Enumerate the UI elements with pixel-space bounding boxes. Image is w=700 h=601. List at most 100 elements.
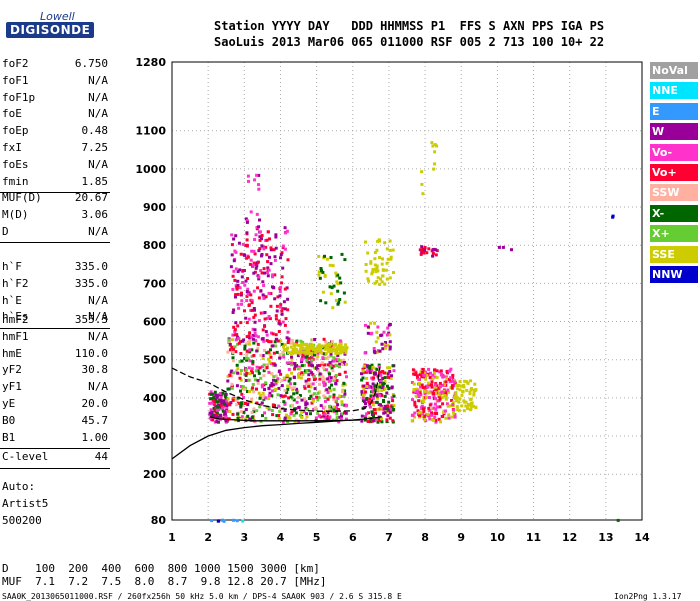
- echo-point: [469, 388, 473, 392]
- echo-point: [246, 293, 250, 296]
- echo-point: [383, 407, 387, 411]
- echo-point: [309, 361, 313, 365]
- echo-point: [276, 295, 280, 299]
- echo-point: [265, 339, 269, 342]
- echo-point: [297, 396, 301, 399]
- echo-point: [300, 410, 304, 414]
- echo-point: [224, 419, 228, 423]
- echo-point: [255, 173, 259, 177]
- echo-point: [501, 245, 505, 249]
- y-tick-label: 1100: [135, 125, 166, 138]
- echo-point: [265, 238, 269, 242]
- echo-point: [214, 404, 218, 408]
- echo-point: [241, 281, 245, 284]
- echo-point: [226, 387, 230, 391]
- echo-point: [390, 396, 394, 400]
- echo-point: [338, 362, 342, 366]
- echo-point: [338, 276, 342, 280]
- echo-point: [375, 280, 379, 283]
- echo-point: [430, 383, 434, 387]
- echo-point: [431, 377, 435, 381]
- echo-point: [384, 268, 388, 272]
- echo-point: [301, 346, 305, 350]
- echo-point: [250, 411, 254, 415]
- echo-point: [371, 386, 375, 390]
- echo-point: [266, 271, 269, 275]
- echo-point: [388, 347, 392, 351]
- echo-point: [410, 381, 414, 384]
- echo-point: [269, 246, 273, 250]
- echo-point: [388, 345, 392, 349]
- echo-point: [418, 248, 422, 252]
- echo-point: [336, 282, 340, 286]
- echo-point: [279, 339, 283, 343]
- echo-point: [293, 367, 296, 371]
- echo-point: [461, 384, 465, 388]
- echo-point: [248, 348, 252, 352]
- echo-point: [245, 231, 249, 235]
- echo-point: [258, 235, 262, 239]
- echo-point: [231, 351, 235, 355]
- echo-point: [289, 395, 293, 399]
- echo-point: [231, 398, 235, 402]
- y-tick-label: 900: [143, 201, 166, 214]
- echo-point: [310, 401, 314, 405]
- echo-point: [307, 356, 311, 360]
- echo-point: [252, 271, 256, 275]
- echo-point: [336, 302, 340, 306]
- echo-point: [236, 371, 240, 375]
- echo-point: [307, 363, 311, 367]
- echo-point: [236, 302, 240, 306]
- echo-point: [241, 242, 245, 246]
- echo-point: [264, 396, 268, 400]
- echo-point: [267, 370, 271, 374]
- echo-point: [449, 367, 453, 371]
- echo-point: [380, 420, 384, 424]
- echo-point: [425, 251, 429, 255]
- echo-point: [434, 388, 438, 392]
- echo-point: [244, 408, 248, 411]
- version-label: Ion2Png 1.3.17: [614, 592, 682, 601]
- echo-point: [256, 260, 260, 264]
- echo-point: [253, 270, 257, 274]
- echo-point: [300, 358, 304, 362]
- echo-point: [292, 392, 296, 396]
- y-tick-label: 600: [143, 316, 166, 329]
- echo-point: [325, 388, 329, 392]
- trace-trace-f: [209, 416, 361, 422]
- echo-point: [330, 340, 334, 344]
- echo-point: [341, 383, 345, 387]
- echo-point: [343, 411, 346, 415]
- echo-point: [305, 369, 309, 373]
- echo-point: [253, 328, 257, 332]
- echo-point: [473, 382, 477, 386]
- echo-point: [378, 370, 381, 374]
- echo-point: [373, 281, 377, 285]
- param-value: 110.0: [74, 346, 108, 360]
- echo-point: [260, 385, 264, 389]
- echo-point: [249, 258, 253, 262]
- echo-point: [230, 386, 234, 390]
- echo-point: [221, 518, 224, 522]
- param-name: B0: [2, 413, 16, 427]
- echo-point: [321, 375, 325, 379]
- echo-point: [250, 299, 254, 303]
- legend-item-noval: NoVal: [650, 62, 698, 79]
- echo-point: [254, 369, 258, 373]
- echo-point: [268, 360, 272, 364]
- echo-point: [264, 330, 268, 334]
- echo-point: [255, 349, 259, 353]
- echo-point: [424, 377, 428, 381]
- echo-point: [428, 403, 432, 407]
- echo-point: [389, 376, 393, 380]
- echo-point: [324, 301, 328, 305]
- echo-point: [434, 248, 438, 252]
- echo-point: [269, 348, 272, 352]
- echo-point: [286, 297, 290, 301]
- echo-point: [239, 417, 243, 421]
- echo-point: [445, 376, 449, 380]
- echo-point: [329, 352, 333, 356]
- echo-point: [449, 404, 453, 408]
- echo-point: [316, 364, 320, 368]
- echo-point: [257, 277, 261, 281]
